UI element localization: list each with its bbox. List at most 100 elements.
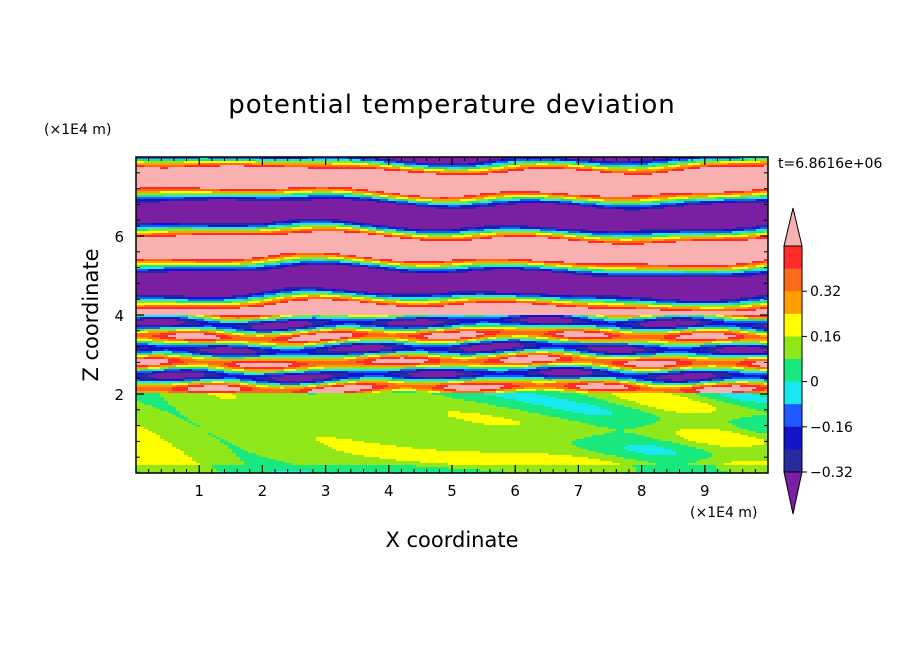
field-cell	[452, 259, 477, 262]
field-cell	[328, 347, 337, 350]
field-cell	[264, 295, 273, 298]
field-cell	[168, 367, 209, 370]
field-cell	[504, 329, 557, 332]
field-cell	[652, 173, 768, 176]
field-cell	[544, 263, 561, 266]
field-cell	[728, 163, 768, 166]
colorbar-swatch	[784, 246, 802, 269]
field-cell	[284, 267, 369, 270]
field-cell	[708, 351, 721, 354]
field-cell	[752, 389, 765, 392]
field-cell	[244, 295, 253, 298]
field-cell	[492, 269, 521, 272]
field-cell	[560, 317, 573, 320]
field-cell	[136, 315, 145, 318]
field-cell	[136, 267, 165, 270]
field-cell	[476, 195, 489, 198]
field-cell	[656, 415, 753, 418]
field-cell	[588, 235, 613, 238]
field-cell	[484, 375, 525, 378]
field-cell	[376, 359, 429, 362]
field-cell	[632, 195, 653, 198]
field-cell	[264, 349, 281, 352]
field-cell	[388, 195, 401, 198]
field-cell	[704, 383, 717, 386]
field-cell	[416, 369, 465, 372]
field-cell	[532, 363, 549, 366]
field-cell	[136, 303, 241, 306]
field-cell	[540, 269, 553, 272]
field-cell	[160, 367, 169, 370]
field-cell	[212, 325, 237, 328]
field-cell	[748, 357, 768, 360]
field-cell	[708, 451, 768, 454]
field-cell	[448, 197, 473, 200]
field-cell	[452, 263, 473, 266]
field-cell	[448, 167, 461, 170]
field-cell	[572, 265, 597, 268]
field-cell	[520, 199, 541, 202]
field-cell	[764, 383, 768, 386]
field-cell	[356, 391, 365, 394]
field-cell	[300, 373, 349, 376]
field-cell	[364, 353, 377, 356]
field-cell	[304, 343, 317, 346]
field-cell	[708, 195, 741, 198]
field-cell	[316, 387, 325, 390]
field-cell	[292, 295, 309, 298]
field-cell	[452, 229, 469, 232]
field-cell	[484, 361, 505, 364]
field-cell	[716, 407, 749, 410]
field-cell	[576, 169, 593, 172]
field-cell	[636, 451, 677, 454]
field-cell	[276, 371, 289, 374]
field-cell	[188, 363, 209, 366]
field-cell	[516, 341, 537, 344]
field-cell	[180, 411, 449, 414]
field-cell	[244, 343, 261, 346]
field-cell	[604, 199, 641, 202]
field-cell	[348, 255, 357, 258]
field-cell	[232, 369, 245, 372]
field-cell	[580, 393, 613, 396]
field-cell	[700, 345, 717, 348]
field-cell	[148, 337, 161, 340]
field-cell	[376, 167, 389, 170]
field-cell	[660, 193, 693, 196]
field-cell	[504, 195, 549, 198]
field-cell	[188, 391, 237, 394]
field-cell	[636, 365, 665, 368]
field-cell	[648, 373, 669, 376]
field-cell	[516, 389, 537, 392]
field-cell	[384, 345, 401, 348]
field-cell	[448, 463, 621, 466]
field-cell	[520, 385, 565, 388]
field-cell	[136, 197, 185, 200]
field-cell	[596, 325, 617, 328]
field-cell	[460, 347, 513, 350]
field-cell	[252, 327, 289, 330]
field-cell	[252, 349, 265, 352]
field-cell	[456, 371, 473, 374]
field-cell	[756, 233, 768, 236]
field-cell	[136, 457, 193, 460]
field-cell	[520, 421, 581, 424]
field-cell	[136, 395, 161, 398]
field-cell	[204, 333, 217, 336]
field-cell	[552, 407, 601, 410]
field-cell	[652, 347, 669, 350]
field-cell	[136, 251, 768, 254]
field-cell	[412, 447, 581, 450]
field-cell	[316, 333, 353, 336]
field-cell	[636, 165, 657, 168]
field-cell	[308, 157, 349, 160]
field-cell	[596, 425, 645, 428]
field-cell	[268, 225, 285, 228]
field-cell	[548, 363, 593, 366]
field-cell	[736, 425, 768, 428]
field-cell	[640, 409, 665, 412]
field-cell	[264, 323, 313, 326]
field-cell	[264, 379, 277, 382]
field-cell	[572, 361, 593, 364]
field-cell	[136, 265, 141, 268]
